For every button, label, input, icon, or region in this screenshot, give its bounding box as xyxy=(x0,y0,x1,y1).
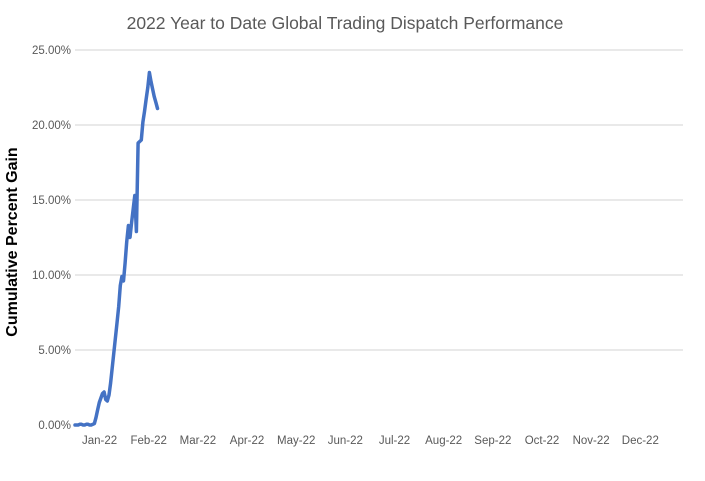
y-tick-label: 15.00% xyxy=(32,195,71,207)
x-tick-label: Feb-22 xyxy=(131,435,167,447)
y-tick-label: 10.00% xyxy=(32,270,71,282)
y-axis-title: Cumulative Percent Gain xyxy=(4,147,21,336)
x-tick-label: Jun-22 xyxy=(328,435,363,447)
x-tick-label: Nov-22 xyxy=(573,435,610,447)
x-tick-label: Oct-22 xyxy=(525,435,560,447)
x-tick-label: Jan-22 xyxy=(82,435,117,447)
y-tick-label: 5.00% xyxy=(38,345,71,357)
y-tick-label: 0.00% xyxy=(38,420,71,432)
x-tick-label: Jul-22 xyxy=(379,435,410,447)
x-tick-label: Mar-22 xyxy=(180,435,216,447)
y-tick-label: 25.00% xyxy=(32,45,71,57)
x-tick-label: Sep-22 xyxy=(474,435,511,447)
performance-line xyxy=(73,70,160,427)
x-axis-tick-labels: Jan-22 Feb-22 Mar-22 Apr-22 May-22 Jun-22 Jul-… xyxy=(82,435,659,447)
x-tick-label: Apr-22 xyxy=(230,435,265,447)
x-tick-label: Dec-22 xyxy=(622,435,659,447)
x-tick-label: Aug-22 xyxy=(425,435,462,447)
y-tick-label: 20.00% xyxy=(32,120,71,132)
y-axis-tick-labels: 0.00% 5.00% 10.00% 15.00% 20.00% 25.00% xyxy=(32,45,71,432)
x-tick-label: May-22 xyxy=(277,435,315,447)
chart-title: 2022 Year to Date Global Trading Dispatc… xyxy=(127,13,564,33)
gridlines xyxy=(75,49,683,351)
